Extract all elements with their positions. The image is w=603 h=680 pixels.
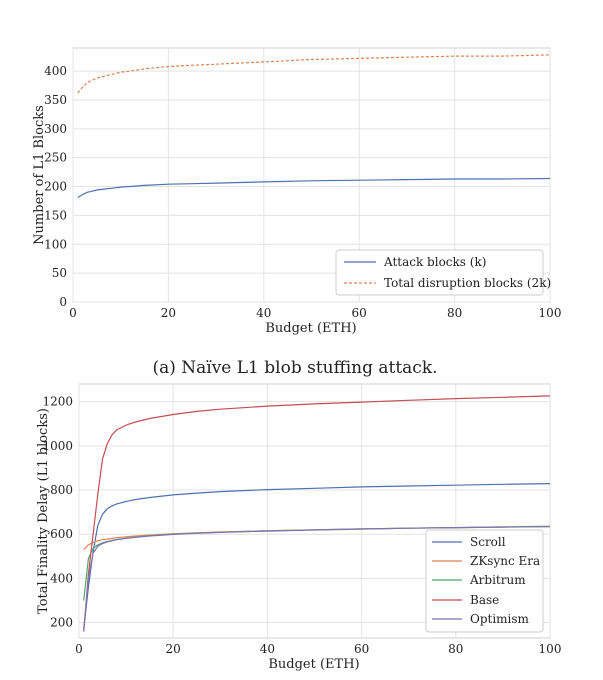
chart-a-x-tick-label: 60 (352, 306, 367, 320)
chart-a-x-tick-label: 80 (447, 306, 462, 320)
chart-a-y-tick-label: 100 (44, 237, 67, 251)
chart-a-caption: (a) Naïve L1 blob stuffing attack. (152, 358, 437, 378)
chart-a-x-axis-label: Budget (ETH) (265, 321, 356, 336)
chart-b-y-tick-label: 1200 (42, 395, 73, 409)
chart-a-grid (72, 48, 551, 303)
chart-a-y-tick-label: 50 (52, 266, 67, 280)
chart-b-y-tick-label: 600 (50, 527, 73, 541)
chart-b-series (83, 395, 551, 632)
chart-a-series (77, 54, 551, 199)
chart-a-series-attack-blocks-k (77, 177, 551, 199)
chart-a-x-tick-label: 100 (539, 306, 562, 320)
chart-b-x-tick-label: 0 (75, 642, 83, 656)
chart-a: 0 20 40 60 80 100 0 50 100 150 200 250 300 350 400 Bu… (32, 47, 561, 336)
chart-b-legend: Scroll ZKsync Era Arbitrum Base Optimism (425, 529, 544, 633)
chart-b-y-tick-label: 400 (50, 571, 73, 585)
chart-b-y-axis-label: Total Finality Delay (L1 blocks) (36, 408, 51, 614)
chart-a-y-tick-label: 200 (44, 180, 67, 194)
chart-b-series-optimism (83, 525, 551, 632)
chart-b-series-base (83, 395, 551, 632)
chart-b-x-tick-labels: 0 20 40 60 80 100 (75, 642, 561, 656)
chart-a-y-tick-label: 400 (44, 64, 67, 78)
chart-b-y-tick-labels: 200 400 600 800 1000 1200 (42, 395, 73, 630)
chart-b-legend-label-base: Base (470, 593, 499, 607)
chart-a-y-axis-label: Number of L1 Blocks (32, 105, 47, 245)
chart-a-x-tick-label: 20 (161, 306, 176, 320)
chart-a-x-tick-label: 0 (69, 306, 77, 320)
chart-b-legend-label-scroll: Scroll (470, 535, 506, 549)
chart-b-x-tick-label: 100 (539, 642, 562, 656)
chart-a-y-tick-label: 0 (59, 295, 67, 309)
chart-b-x-tick-label: 40 (260, 642, 275, 656)
chart-a-legend-label-attack: Attack blocks (k) (383, 255, 486, 269)
chart-b-x-tick-label: 80 (448, 642, 463, 656)
chart-a-x-tick-labels: 0 20 40 60 80 100 (69, 306, 561, 320)
chart-a-legend-box (335, 249, 544, 296)
chart-b-x-axis-label: Budget (ETH) (268, 657, 359, 672)
chart-a-legend: Attack blocks (k) Total disruption block… (335, 249, 551, 296)
chart-a-legend-label-disruption: Total disruption blocks (2k) (384, 276, 551, 290)
chart-a-y-tick-label: 300 (44, 122, 67, 136)
chart-b-x-tick-label: 20 (166, 642, 181, 656)
chart-a-y-tick-label: 150 (44, 208, 67, 222)
chart-b: 0 20 40 60 80 100 200 400 600 800 1000 1200 Budget… (36, 383, 561, 672)
chart-b-y-tick-label: 1000 (42, 439, 73, 453)
chart-b-legend-label-arbitrum: Arbitrum (469, 573, 526, 587)
chart-b-y-tick-label: 800 (50, 483, 73, 497)
chart-a-y-tick-label: 350 (44, 93, 67, 107)
chart-b-y-tick-label: 200 (50, 616, 73, 630)
chart-b-x-tick-label: 60 (354, 642, 369, 656)
chart-a-x-tick-label: 40 (256, 306, 271, 320)
chart-b-legend-label-optimism: Optimism (470, 612, 530, 626)
chart-a-y-tick-label: 250 (44, 151, 67, 165)
chart-a-y-tick-labels: 0 50 100 150 200 250 300 350 400 (44, 64, 67, 309)
chart-b-legend-label-zksync: ZKsync Era (470, 554, 540, 568)
chart-a-series-total-disruption-blocks-2k (77, 54, 551, 94)
chart-b-legend-box (425, 529, 544, 633)
chart-b-series-scroll (83, 483, 551, 630)
